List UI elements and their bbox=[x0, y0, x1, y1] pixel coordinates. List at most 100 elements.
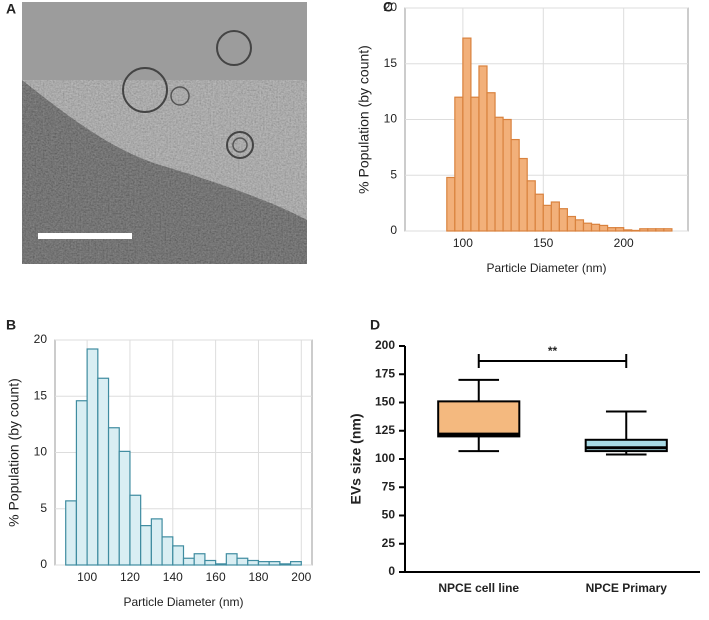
y-tick-label: 175 bbox=[375, 366, 395, 380]
panel-label: C bbox=[383, 0, 393, 15]
bar bbox=[107, 427, 120, 566]
bar bbox=[75, 400, 88, 566]
bar bbox=[607, 227, 617, 232]
y-tick-label: 50 bbox=[382, 508, 396, 522]
bar bbox=[225, 553, 238, 566]
bar bbox=[566, 215, 577, 232]
bar bbox=[97, 377, 110, 566]
y-tick-label: 0 bbox=[390, 223, 397, 237]
y-tick-label: 15 bbox=[34, 388, 48, 402]
bar bbox=[574, 219, 585, 232]
y-tick-label: 25 bbox=[382, 536, 396, 550]
y-tick-label: 5 bbox=[390, 167, 397, 181]
film-texture bbox=[22, 80, 307, 264]
bar bbox=[247, 559, 260, 566]
y-tick-label: 5 bbox=[40, 501, 47, 515]
bar bbox=[478, 65, 488, 232]
bar bbox=[550, 201, 560, 232]
bar bbox=[470, 96, 480, 232]
panel-label: D bbox=[370, 317, 380, 333]
bar bbox=[454, 96, 464, 232]
x-tick-label: 100 bbox=[453, 236, 473, 250]
x-tick-label: 140 bbox=[163, 570, 183, 584]
y-axis-label: % Population (by count) bbox=[356, 45, 372, 194]
bar bbox=[172, 545, 185, 566]
bar bbox=[279, 563, 292, 566]
bar bbox=[268, 561, 281, 566]
x-tick-label: 100 bbox=[77, 570, 97, 584]
box bbox=[584, 438, 668, 453]
panel-label: A bbox=[6, 1, 16, 17]
bar bbox=[65, 500, 78, 566]
x-tick-label: NPCE Primary bbox=[586, 581, 668, 595]
y-tick-label: 100 bbox=[375, 451, 395, 465]
vesicle bbox=[216, 30, 252, 66]
bar bbox=[182, 557, 195, 566]
y-tick-label: 150 bbox=[375, 395, 395, 409]
y-tick-label: 125 bbox=[375, 423, 395, 437]
bar bbox=[204, 559, 217, 566]
bar bbox=[663, 228, 673, 232]
y-tick-label: 15 bbox=[384, 56, 398, 70]
y-tick-label: 10 bbox=[384, 112, 398, 126]
vesicle bbox=[122, 67, 168, 113]
x-tick-label: NPCE cell line bbox=[438, 581, 519, 595]
bar bbox=[631, 229, 641, 232]
y-tick-label: 20 bbox=[34, 332, 48, 346]
bar bbox=[534, 193, 544, 232]
y-tick-label: 0 bbox=[388, 564, 395, 578]
x-tick-label: 200 bbox=[614, 236, 634, 250]
x-tick-label: 120 bbox=[120, 570, 140, 584]
y-tick-label: 75 bbox=[382, 479, 396, 493]
vesicle bbox=[226, 131, 254, 159]
x-tick-label: 150 bbox=[533, 236, 553, 250]
bar bbox=[446, 176, 456, 232]
y-tick-label: 200 bbox=[375, 338, 395, 352]
scale-bar bbox=[38, 233, 132, 239]
box bbox=[437, 400, 521, 438]
bar bbox=[639, 228, 649, 232]
x-tick-label: 180 bbox=[248, 570, 268, 584]
vesicle bbox=[170, 86, 190, 106]
bar bbox=[161, 536, 174, 566]
bar bbox=[510, 138, 520, 232]
bar bbox=[150, 518, 163, 566]
bar bbox=[582, 222, 593, 232]
bar bbox=[140, 525, 152, 566]
bar bbox=[558, 208, 569, 232]
x-axis-label: Particle Diameter (nm) bbox=[123, 595, 243, 609]
bar bbox=[257, 561, 270, 566]
x-tick-label: 160 bbox=[206, 570, 226, 584]
bar bbox=[590, 223, 601, 232]
bar bbox=[193, 553, 206, 566]
bar bbox=[494, 116, 504, 232]
bar bbox=[518, 157, 528, 232]
bar bbox=[86, 348, 99, 566]
bar bbox=[118, 450, 131, 566]
bar bbox=[615, 227, 625, 232]
micrograph bbox=[22, 2, 307, 264]
x-axis-label: Particle Diameter (nm) bbox=[486, 261, 606, 275]
y-tick-label: 20 bbox=[384, 0, 398, 14]
bar bbox=[623, 229, 633, 232]
vesicle bbox=[232, 137, 248, 153]
bar bbox=[129, 494, 142, 566]
bar bbox=[526, 180, 536, 232]
bar bbox=[598, 224, 609, 232]
bar bbox=[502, 118, 512, 232]
bar bbox=[647, 228, 657, 232]
bar bbox=[486, 92, 496, 232]
bar bbox=[236, 557, 249, 566]
bar bbox=[462, 37, 472, 232]
panel-label: B bbox=[6, 317, 16, 333]
bar bbox=[289, 561, 302, 566]
y-tick-label: 10 bbox=[34, 445, 48, 459]
bar bbox=[215, 563, 227, 566]
bar bbox=[542, 204, 552, 232]
y-axis-label: % Population (by count) bbox=[6, 378, 22, 527]
bar bbox=[655, 228, 665, 232]
x-tick-label: 200 bbox=[291, 570, 311, 584]
annotation: ** bbox=[548, 344, 558, 358]
y-tick-label: 0 bbox=[40, 557, 47, 571]
